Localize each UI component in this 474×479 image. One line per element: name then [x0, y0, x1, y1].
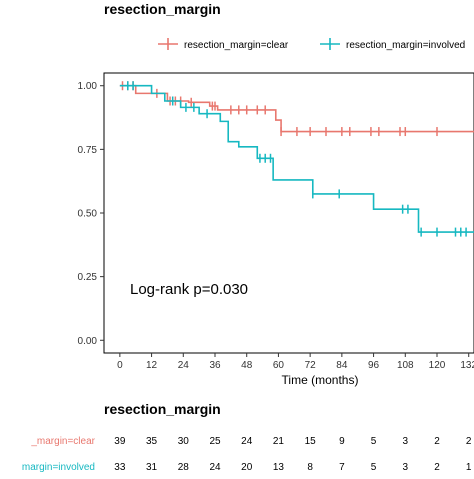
x-tick-label: 120 [429, 360, 446, 371]
risk-count: 15 [305, 436, 317, 447]
risk-count: 28 [178, 462, 190, 473]
x-tick-label: 24 [178, 360, 190, 371]
y-tick-label: 0.25 [78, 272, 98, 283]
risk-count: 2 [466, 436, 472, 447]
risk-count: 31 [146, 462, 158, 473]
risk-count: 24 [241, 436, 253, 447]
chart-title: resection_margin [104, 1, 221, 17]
y-axis: 0.00 0.25 0.50 0.75 1.00 [78, 81, 104, 347]
x-tick-label: 12 [146, 360, 158, 371]
risk-table-title: resection_margin [104, 401, 221, 417]
risk-count: 3 [403, 462, 409, 473]
risk-count: 39 [114, 436, 126, 447]
survival-curve-series-2 [119, 84, 474, 233]
risk-count: 25 [209, 436, 221, 447]
legend: resection_margin=clear resection_margin=… [158, 38, 465, 51]
x-axis-title: Time (months) [282, 373, 359, 387]
y-tick-label: 0.50 [78, 209, 98, 220]
risk-count: 3 [403, 436, 409, 447]
x-tick-label: 132 [460, 360, 474, 371]
risk-row-label: margin=involved [22, 462, 95, 473]
risk-count: 9 [339, 436, 345, 447]
survival-curves [119, 81, 474, 237]
risk-count: 20 [241, 462, 253, 473]
risk-table: _margin=clear 39 35 30 25 24 21 15 9 5 3 2 2margin=i… [22, 436, 472, 473]
legend-label-involved: resection_margin=involved [346, 40, 465, 51]
x-tick-label: 72 [305, 360, 317, 371]
y-tick-label: 1.00 [78, 81, 98, 92]
risk-count: 5 [371, 436, 377, 447]
x-tick-label: 0 [117, 360, 123, 371]
risk-count: 2 [434, 436, 440, 447]
risk-count: 5 [371, 462, 377, 473]
log-rank-annotation: Log-rank p=0.030 [130, 281, 248, 298]
risk-count: 13 [273, 462, 285, 473]
y-tick-label: 0.00 [78, 336, 98, 347]
x-tick-label: 108 [397, 360, 414, 371]
risk-count: 2 [434, 462, 440, 473]
y-tick-label: 0.75 [78, 145, 98, 156]
survival-curve-series-1 [119, 84, 474, 133]
risk-count: 30 [178, 436, 190, 447]
risk-count: 7 [339, 462, 345, 473]
risk-count: 24 [209, 462, 221, 473]
x-tick-label: 84 [336, 360, 348, 371]
x-tick-label: 36 [209, 360, 221, 371]
risk-row-label: _margin=clear [30, 436, 95, 447]
x-tick-label: 60 [273, 360, 285, 371]
risk-count: 35 [146, 436, 158, 447]
risk-count: 8 [307, 462, 313, 473]
x-axis: 0 12 24 36 48 60 72 84 96 108 120 132 [117, 353, 474, 371]
x-tick-label: 96 [368, 360, 380, 371]
risk-count: 21 [273, 436, 285, 447]
x-tick-label: 48 [241, 360, 253, 371]
legend-label-clear: resection_margin=clear [184, 40, 289, 51]
risk-count: 1 [466, 462, 472, 473]
risk-count: 33 [114, 462, 126, 473]
